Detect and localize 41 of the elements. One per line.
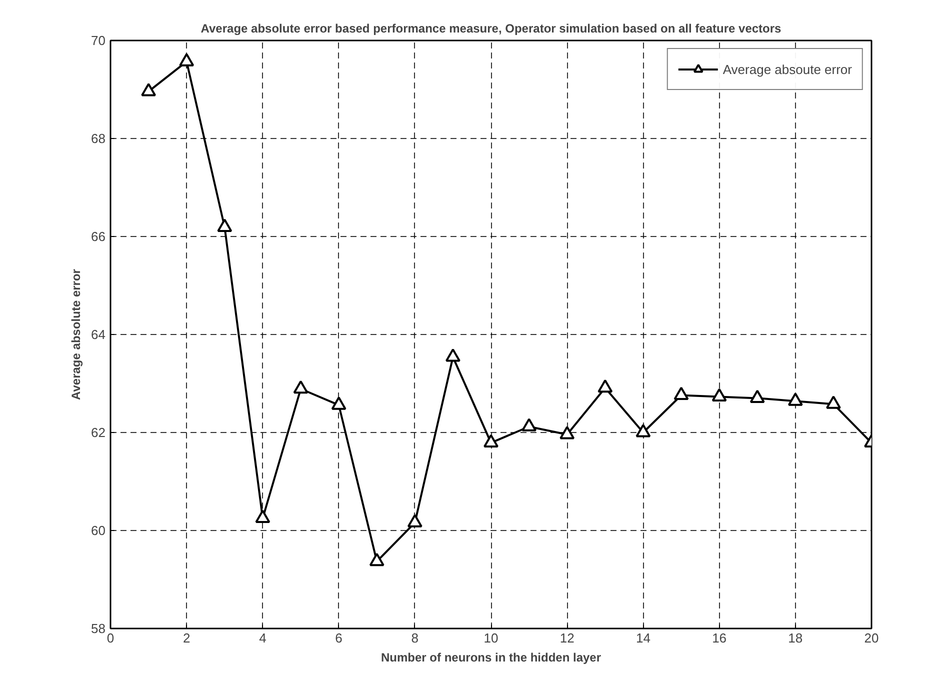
chart-title: Average absolute error based performance measure, Operator simulation based on all feature vectors [200,22,782,36]
point [826,396,841,409]
x-tick-label: 10 [484,630,498,646]
legend-label: Average absoute error [722,62,852,76]
point [255,510,270,524]
point [636,424,651,438]
point [179,53,194,66]
x-tick-label: 12 [560,630,574,646]
x-tick-label: 0 [106,630,114,646]
point [141,82,156,96]
y-axis-title: Average absolute error [69,268,84,400]
point [522,418,537,432]
point [560,426,575,440]
point [331,396,346,410]
x-tick-label: 20 [864,630,879,646]
point [217,218,232,232]
x-tick-label: 2 [182,630,190,646]
x-tick-label: 8 [411,630,419,646]
x-tick-label: 14 [636,630,650,646]
y-tick-label: 58 [91,621,106,636]
y-tick-label: 60 [91,523,106,538]
x-tick-label: 16 [712,630,727,646]
y-tick-label: 62 [91,425,106,440]
x-tick-label: 18 [788,630,803,646]
point [484,434,498,448]
y-tick-label: 64 [91,327,106,342]
x-axis-title: Number of neurons in the hidden layer [380,650,602,664]
point [712,388,727,402]
y-tick-label: 66 [91,229,106,244]
point [407,514,422,528]
point [750,390,765,403]
point [788,392,803,406]
point [369,552,384,566]
point [674,386,689,400]
x-tick-label: 4 [259,630,266,646]
x-tick-label: 6 [335,630,342,646]
point [445,348,460,362]
y-tick-label: 68 [91,131,106,146]
point [598,379,613,393]
point [293,380,308,394]
y-tick-label: 70 [91,33,106,48]
